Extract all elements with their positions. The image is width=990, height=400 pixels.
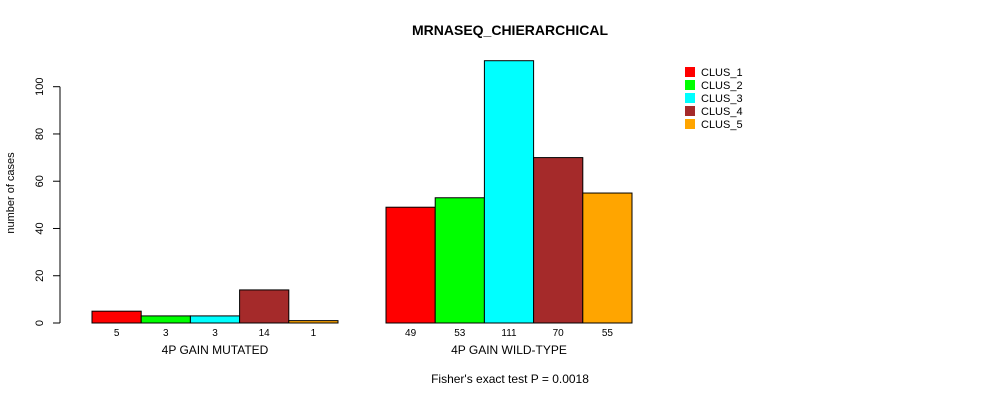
bar-clus-5-group-2 <box>582 192 633 324</box>
bar-clus-4-group-1 <box>239 289 290 324</box>
group-labels-layer: 4P GAIN MUTATED 4P GAIN WILD-TYPE <box>162 343 567 357</box>
bar-count-label: 3 <box>212 328 218 339</box>
bar-clus-1-group-1 <box>91 310 142 324</box>
y-tick-label: 0 <box>34 320 46 326</box>
group-label: 4P GAIN WILD-TYPE <box>451 343 567 357</box>
value-labels-layer: 5 3 3 14 1 49 53 111 70 55 <box>114 328 614 339</box>
bar-clus-4-group-2 <box>533 157 584 324</box>
bar-count-label: 53 <box>454 328 466 339</box>
y-axis: 0 20 40 60 80 100 <box>34 78 61 326</box>
bar-count-label: 1 <box>311 328 317 339</box>
bars-layer <box>91 60 633 324</box>
legend-swatch <box>685 80 695 90</box>
bar-clus-3-group-2 <box>483 60 535 324</box>
legend-label: CLUS_4 <box>701 106 743 118</box>
chart-title: MRNASEQ_CHIERARCHICAL <box>412 22 608 38</box>
y-axis-label: number of cases <box>5 152 17 234</box>
y-tick-label: 20 <box>34 270 46 282</box>
bar-clus-2-group-2 <box>434 197 485 324</box>
legend-label: CLUS_2 <box>701 80 743 92</box>
legend-label: CLUS_3 <box>701 93 743 105</box>
bar-clus-3-group-1 <box>189 315 241 324</box>
y-tick-label: 40 <box>34 222 46 234</box>
bar-count-label: 55 <box>602 328 614 339</box>
group-label: 4P GAIN MUTATED <box>162 343 269 357</box>
y-tick-label: 100 <box>34 78 46 96</box>
bar-clus-5-group-1 <box>288 320 339 324</box>
y-tick-label: 80 <box>34 128 46 140</box>
bar-clus-2-group-1 <box>140 315 191 324</box>
y-tick-label: 60 <box>34 175 46 187</box>
bar-clus-1-group-2 <box>385 206 436 324</box>
legend-swatch <box>685 93 695 103</box>
legend-label: CLUS_5 <box>701 119 743 131</box>
legend-swatch <box>685 67 695 77</box>
bar-count-label: 3 <box>163 328 169 339</box>
fisher-test-footnote: Fisher's exact test P = 0.0018 <box>431 372 589 386</box>
legend-label: CLUS_1 <box>701 67 743 79</box>
bar-count-label: 5 <box>114 328 120 339</box>
legend-swatch <box>685 119 695 129</box>
bar-count-label: 70 <box>553 328 565 339</box>
legend-swatch <box>685 106 695 116</box>
bar-count-label: 49 <box>405 328 417 339</box>
bar-count-label: 111 <box>501 328 517 339</box>
bar-count-label: 14 <box>259 328 271 339</box>
